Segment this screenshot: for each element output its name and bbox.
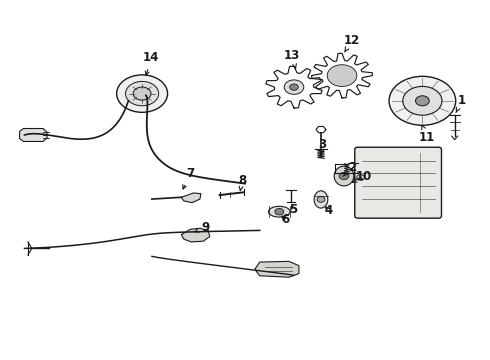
Ellipse shape — [314, 191, 328, 208]
Text: 7: 7 — [183, 167, 194, 189]
Circle shape — [117, 75, 168, 112]
Text: 5: 5 — [289, 203, 297, 216]
Polygon shape — [181, 193, 201, 203]
Circle shape — [290, 84, 298, 90]
Text: 1: 1 — [456, 94, 465, 113]
Text: 14: 14 — [143, 51, 159, 75]
Text: 12: 12 — [343, 34, 360, 52]
Circle shape — [339, 172, 349, 180]
Circle shape — [403, 86, 442, 115]
Ellipse shape — [269, 206, 290, 217]
Circle shape — [275, 208, 284, 215]
Circle shape — [133, 87, 151, 100]
Ellipse shape — [334, 166, 354, 186]
Circle shape — [284, 80, 304, 94]
Text: 4: 4 — [324, 204, 332, 217]
Text: 3: 3 — [318, 138, 326, 154]
Circle shape — [357, 175, 365, 180]
Polygon shape — [20, 129, 47, 141]
Circle shape — [389, 76, 456, 125]
Circle shape — [327, 65, 357, 86]
Circle shape — [416, 96, 429, 106]
Circle shape — [125, 81, 159, 106]
FancyBboxPatch shape — [355, 147, 441, 218]
Text: 8: 8 — [238, 174, 246, 190]
Text: 13: 13 — [284, 49, 300, 68]
Text: 10: 10 — [352, 170, 372, 183]
Text: 6: 6 — [281, 213, 289, 226]
Polygon shape — [255, 261, 299, 277]
Polygon shape — [181, 228, 210, 242]
Text: 2: 2 — [343, 161, 356, 176]
Text: 11: 11 — [419, 125, 436, 144]
Text: 9: 9 — [195, 221, 210, 234]
Circle shape — [332, 68, 352, 83]
Circle shape — [317, 197, 325, 202]
Circle shape — [338, 72, 346, 79]
